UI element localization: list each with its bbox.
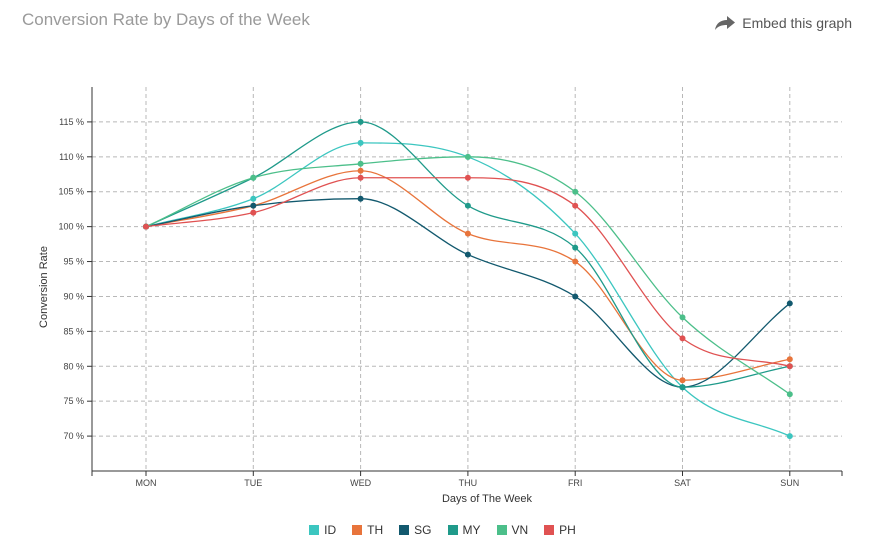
share-arrow-icon bbox=[714, 15, 736, 31]
data-point-id[interactable] bbox=[572, 230, 579, 237]
y-tick-label: 105 % bbox=[58, 187, 84, 197]
x-tick-label: WED bbox=[350, 478, 371, 488]
data-point-vn[interactable] bbox=[357, 160, 364, 167]
data-point-sg[interactable] bbox=[786, 300, 793, 307]
data-point-th[interactable] bbox=[357, 167, 364, 174]
legend-swatch bbox=[496, 525, 507, 535]
legend-item-ph[interactable]: PH bbox=[544, 523, 576, 537]
data-point-my[interactable] bbox=[464, 202, 471, 209]
data-point-ph[interactable] bbox=[679, 335, 686, 342]
x-axis-title: Days of The Week bbox=[442, 493, 533, 505]
data-point-th[interactable] bbox=[679, 377, 686, 384]
data-point-ph[interactable] bbox=[250, 209, 257, 216]
data-point-sg[interactable] bbox=[357, 195, 364, 202]
x-tick-label: SUN bbox=[780, 478, 799, 488]
data-point-ph[interactable] bbox=[143, 223, 149, 230]
data-point-my[interactable] bbox=[357, 118, 364, 125]
data-point-ph[interactable] bbox=[357, 174, 364, 181]
legend-swatch bbox=[309, 525, 320, 535]
legend-label: ID bbox=[324, 523, 337, 537]
data-point-th[interactable] bbox=[464, 230, 471, 237]
legend-item-sg[interactable]: SG bbox=[399, 523, 432, 537]
y-tick-label: 80 % bbox=[63, 361, 84, 371]
data-point-th[interactable] bbox=[572, 258, 579, 265]
data-point-sg[interactable] bbox=[464, 251, 471, 258]
embed-graph-label: Embed this graph bbox=[742, 15, 852, 31]
legend-label: SG bbox=[414, 523, 432, 537]
data-point-th[interactable] bbox=[786, 356, 793, 363]
y-tick-label: 90 % bbox=[63, 291, 84, 301]
legend-item-my[interactable]: MY bbox=[447, 523, 481, 537]
legend-swatch bbox=[544, 525, 555, 535]
data-point-ph[interactable] bbox=[464, 174, 471, 181]
data-point-id[interactable] bbox=[357, 139, 364, 146]
data-point-my[interactable] bbox=[572, 244, 579, 251]
x-tick-label: FRI bbox=[568, 478, 583, 488]
x-tick-label: SAT bbox=[674, 478, 691, 488]
chart-legend: ID TH SG MY VN PH bbox=[0, 523, 885, 537]
line-chart: 70 % 75 % 80 % 85 % 90 % 95 % 100 % 105 % 110 % 1… bbox=[38, 87, 843, 505]
legend-item-id[interactable]: ID bbox=[309, 523, 336, 537]
y-tick-label: 70 % bbox=[63, 431, 84, 441]
x-tick-label: TUE bbox=[244, 478, 262, 488]
data-point-sg[interactable] bbox=[250, 202, 257, 209]
data-point-ph[interactable] bbox=[572, 202, 579, 209]
data-point-vn[interactable] bbox=[250, 174, 257, 181]
legend-item-vn[interactable]: VN bbox=[496, 523, 529, 537]
data-point-vn[interactable] bbox=[679, 314, 686, 321]
chart-title: Conversion Rate by Days of the Week bbox=[22, 10, 310, 29]
legend-label: MY bbox=[462, 523, 481, 537]
y-tick-label: 110 % bbox=[59, 152, 84, 162]
data-point-vn[interactable] bbox=[464, 153, 471, 160]
data-point-vn[interactable] bbox=[572, 188, 579, 195]
legend-label: TH bbox=[367, 523, 384, 537]
data-point-id[interactable] bbox=[250, 195, 257, 202]
y-tick-label: 85 % bbox=[63, 326, 84, 336]
data-point-vn[interactable] bbox=[786, 391, 793, 398]
data-point-my[interactable] bbox=[679, 384, 686, 391]
y-tick-label: 75 % bbox=[63, 396, 84, 406]
x-tick-label: MON bbox=[136, 478, 157, 488]
legend-item-th[interactable]: TH bbox=[352, 523, 383, 537]
y-tick-label: 95 % bbox=[63, 257, 84, 267]
y-tick-label: 115 % bbox=[59, 117, 84, 127]
y-axis-title: Conversion Rate bbox=[38, 246, 50, 328]
x-tick-label: THU bbox=[459, 478, 478, 488]
data-point-ph[interactable] bbox=[786, 363, 793, 370]
embed-graph-button[interactable]: Embed this graph bbox=[714, 15, 852, 31]
legend-swatch bbox=[399, 525, 410, 535]
legend-swatch bbox=[447, 525, 458, 535]
data-point-sg[interactable] bbox=[572, 293, 579, 300]
legend-label: PH bbox=[559, 523, 576, 537]
y-tick-label: 100 % bbox=[58, 222, 84, 232]
legend-label: VN bbox=[511, 523, 529, 537]
data-point-id[interactable] bbox=[786, 433, 793, 440]
legend-swatch bbox=[352, 525, 363, 535]
